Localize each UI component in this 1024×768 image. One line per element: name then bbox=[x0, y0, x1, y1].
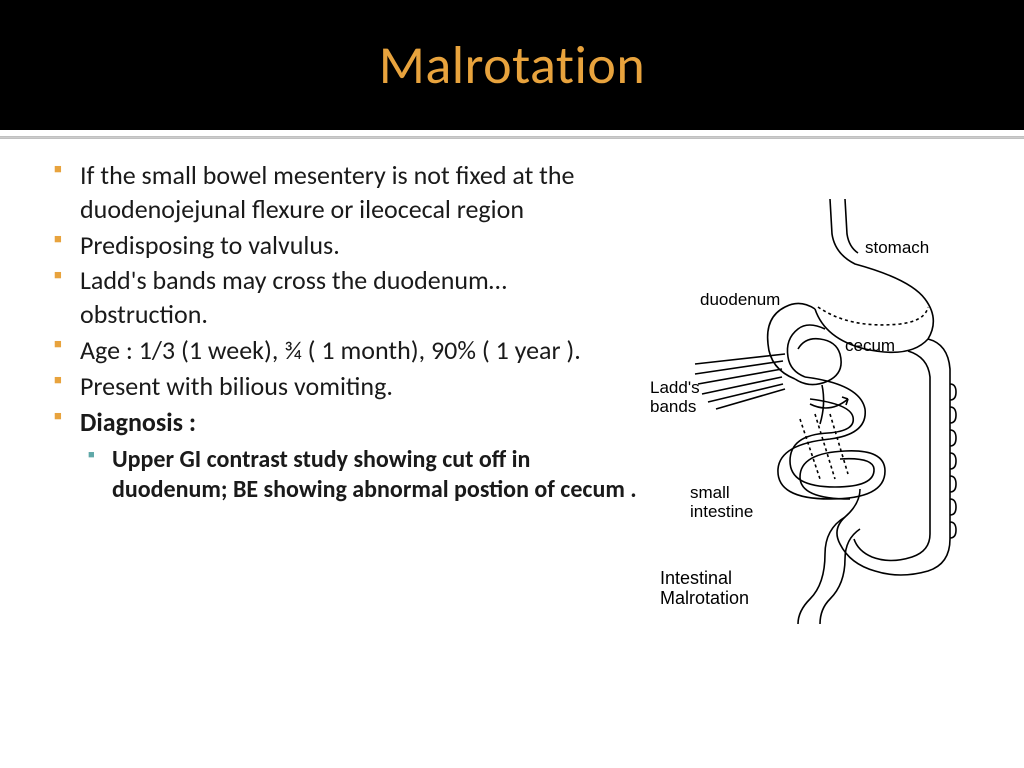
label-cecum: cecum bbox=[845, 337, 895, 356]
label-duodenum: duodenum bbox=[700, 291, 780, 310]
bullet-item: Predisposing to valvulus. bbox=[50, 229, 640, 263]
bullet-item: If the small bowel mesentery is not fixe… bbox=[50, 159, 640, 227]
bullet-item: Age : 1/3 (1 week), ¾ ( 1 month), 90% ( … bbox=[50, 334, 640, 368]
intestinal-diagram: stomach duodenum cecum Ladd's bands smal… bbox=[650, 199, 970, 629]
text-column: If the small bowel mesentery is not fixe… bbox=[50, 159, 650, 629]
bullet-item: Ladd's bands may cross the duodenum… obs… bbox=[50, 264, 640, 332]
label-ladds-bands: Ladd's bands bbox=[650, 379, 700, 416]
diagram-column: stomach duodenum cecum Ladd's bands smal… bbox=[650, 159, 974, 629]
sub-bullet-list: Upper GI contrast study showing cut off … bbox=[50, 445, 640, 505]
label-small-intestine: small intestine bbox=[690, 484, 753, 521]
diagram-caption: Intestinal Malrotation bbox=[660, 569, 749, 609]
slide-header: Malrotation bbox=[0, 0, 1024, 130]
slide-title: Malrotation bbox=[379, 32, 645, 98]
label-stomach: stomach bbox=[865, 239, 929, 258]
sub-bullet-item: Upper GI contrast study showing cut off … bbox=[50, 445, 640, 505]
bullet-item: Diagnosis : bbox=[50, 406, 640, 440]
bullet-item: Present with bilious vomiting. bbox=[50, 370, 640, 404]
slide-content: If the small bowel mesentery is not fixe… bbox=[0, 139, 1024, 629]
bullet-list: If the small bowel mesentery is not fixe… bbox=[50, 159, 640, 439]
